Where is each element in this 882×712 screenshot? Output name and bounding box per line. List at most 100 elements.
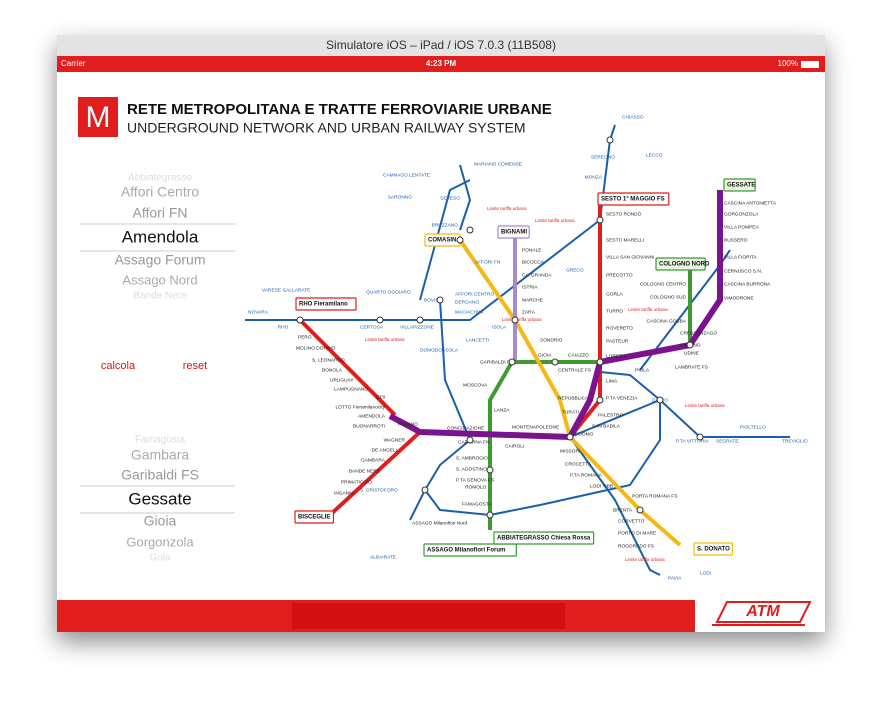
map-subtitle: UNDERGROUND NETWORK AND URBAN RAILWAY SY… (127, 120, 526, 136)
fare-note: Limite tariffa urbana (487, 206, 527, 211)
station-label: SARONNO (388, 194, 413, 200)
station-label: COLOGNO CENTRO (640, 281, 686, 287)
picker-item[interactable]: Abbiategrasso (128, 173, 192, 184)
station-label: MONZA (585, 174, 603, 180)
station-label: PALESTRO (598, 412, 624, 418)
picker-item[interactable]: Affori FN (133, 205, 188, 221)
picker-item[interactable]: Assago Forum (114, 252, 205, 268)
station-dot (551, 358, 559, 366)
station-label: DERGANO (455, 299, 480, 305)
terminal-label: BISCEGLIE (298, 515, 330, 521)
station-label: AMENDOLA (358, 413, 386, 419)
station-label: GAMBARA (361, 457, 386, 463)
station-label: CASCINA GOBBA (647, 318, 687, 324)
station-label: BICOCCA (522, 259, 545, 265)
station-dot (466, 226, 474, 234)
map-lines (245, 124, 790, 576)
station-label: MARCHE (522, 297, 543, 303)
station-label: CAIROLI (505, 443, 524, 449)
station-label: P.TA GENOVA FS (456, 477, 494, 483)
railway-line (569, 399, 790, 438)
station-label: CAMNAGO LENTATE (383, 172, 430, 178)
picker-item[interactable]: Gambara (131, 447, 190, 463)
station-label: PORTO DI MARE (618, 530, 656, 536)
m3-line (458, 238, 682, 547)
carrier: Carrier (61, 59, 86, 68)
station-label: URUGUAY (330, 377, 354, 383)
station-label: LODI (700, 570, 711, 576)
picker-item[interactable]: Gioia (144, 513, 177, 529)
station-label: SESTO MARELLI (606, 237, 644, 243)
picker-item[interactable]: Amendola (122, 227, 199, 246)
station-label: LANZA (494, 407, 510, 413)
station-label: CERTOSA (360, 324, 384, 330)
station-label: S. LEONARDO (312, 357, 345, 363)
station-label: BANDE NERE (349, 468, 380, 474)
station-label: GIOIA (538, 352, 552, 358)
station-label: MISSORI (560, 448, 580, 454)
station-label: ASSAGO Milanofiori Nord (412, 520, 468, 526)
station-label: BOVISA (424, 297, 443, 303)
station-label: ROMOLO (465, 484, 487, 490)
station-label: CRESCENZAGO (680, 330, 717, 336)
route-highlight (388, 190, 723, 440)
terminal-label: SESTO 1° MAGGIO FS (601, 197, 665, 203)
footer-button[interactable] (292, 603, 565, 629)
map-title: RETE METROPOLITANA E TRATTE FERROVIARIE … (127, 101, 552, 118)
station-dot (486, 511, 494, 519)
station-dot (686, 341, 694, 349)
calculate-button[interactable]: calcola (101, 360, 136, 372)
station-label: DOMODOSSOLA (420, 347, 459, 353)
station-label: MARIANO COMENSE (474, 161, 522, 167)
station-label: VARESE GALLARATE (262, 287, 310, 293)
terminal-label: COMASINA (428, 238, 461, 244)
terminal-box (294, 510, 335, 524)
picker-item[interactable]: Famagosta (135, 435, 185, 446)
station-label: VILLA POMPEA (724, 224, 759, 230)
reset-button[interactable]: reset (183, 360, 207, 372)
station-label: SEGRATE (716, 438, 739, 444)
station-label: LAMPUGNANO (334, 386, 368, 392)
station-label: CERNUSCO S.N. (724, 268, 762, 274)
picker-item[interactable]: Bande Nere (133, 291, 187, 302)
terminal-box (493, 531, 595, 545)
station-dot (416, 316, 424, 324)
atm-logo-frame (715, 601, 812, 623)
station-label: PAGANO (398, 421, 418, 427)
station-label: DUOMO (575, 431, 594, 437)
station-label: REPUBBLICA (558, 395, 589, 401)
station-label: PRECOTTO (606, 272, 633, 278)
clock: 4:23 PM (426, 59, 457, 68)
terminal-label: BIGNAMI (501, 230, 527, 236)
railway-line (409, 489, 426, 521)
station-dot (421, 486, 429, 494)
picker-item[interactable]: Gola (149, 553, 171, 564)
picker-item[interactable]: Gorgonzola (126, 534, 194, 549)
station-dot (508, 358, 516, 366)
fare-note: Limite tariffa urbana (535, 218, 575, 223)
picker-item[interactable]: Affori Centro (121, 184, 200, 200)
station-label: PERO (298, 334, 312, 340)
station-dot (466, 436, 474, 444)
picker-item[interactable]: Assago Nord (122, 272, 197, 287)
terminal-label: ABBIATEGRASSO Chiesa Rossa (497, 536, 591, 542)
station-label: ALBAIRATE (370, 554, 396, 560)
station-label: PORTA ROMANA FS (632, 493, 677, 499)
fare-note: Limite tariffa urbana (625, 557, 665, 562)
station-label: ZARA (522, 309, 536, 315)
picker-item[interactable]: Garibaldi FS (121, 467, 199, 483)
picker-item[interactable]: Gessate (128, 489, 191, 508)
station-label: LOTTO Fieramilanocity (336, 404, 386, 410)
station-label: PIOLA (635, 367, 650, 373)
terminal-box (295, 297, 357, 311)
station-label: VILLA SAN GIOVANNI (606, 254, 654, 260)
terminal-box (655, 257, 706, 271)
railway-line (459, 164, 471, 231)
m1-line (298, 318, 397, 417)
station-label: PONALE (522, 247, 541, 253)
station-label: ISOLA (492, 324, 507, 330)
station-label: FAMAGOSTA (462, 501, 492, 507)
station-label: TREVIGLIO (782, 438, 808, 444)
station-label: GRECO (566, 267, 584, 273)
